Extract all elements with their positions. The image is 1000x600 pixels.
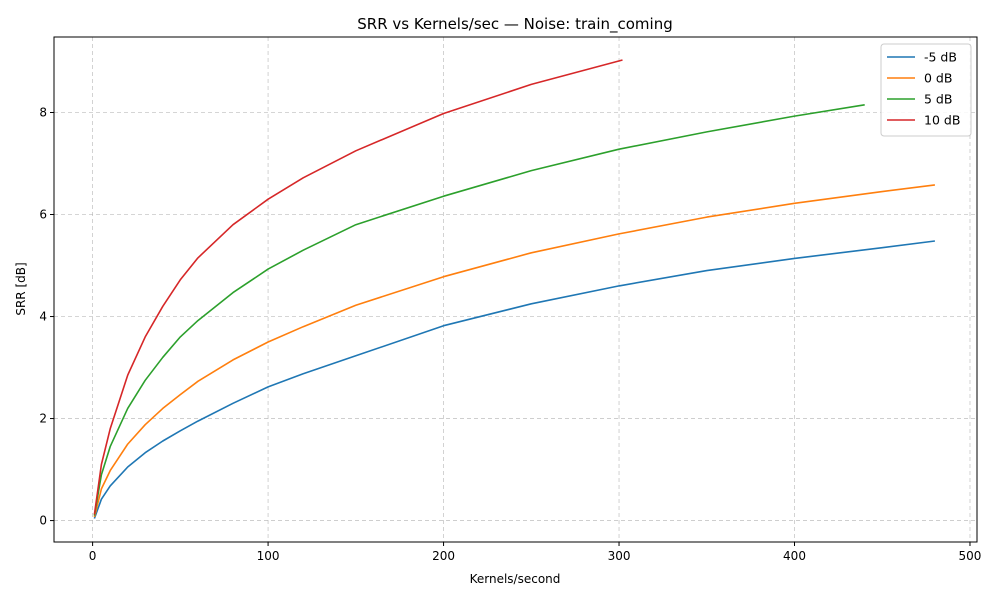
y-tick-label: 4	[39, 310, 47, 324]
legend-label: 10 dB	[924, 113, 960, 128]
x-tick-label: 300	[608, 549, 631, 563]
series-line	[93, 104, 865, 516]
y-axis-title: SRR [dB]	[14, 262, 28, 315]
x-tick-label: 200	[432, 549, 455, 563]
axis-ticks: 0 100 200 300 400 500 0 2 4 6 8	[39, 105, 981, 563]
y-tick-label: 8	[39, 105, 47, 119]
legend: -5 dB 0 dB 5 dB 10 dB	[880, 43, 972, 137]
series-lines	[93, 59, 936, 519]
legend-label: 0 dB	[924, 71, 952, 86]
x-tick-label: 400	[783, 549, 806, 563]
legend-label: -5 dB	[924, 50, 957, 65]
y-tick-label: 2	[39, 412, 47, 426]
x-tick-label: 0	[89, 549, 97, 563]
axes-frame	[53, 36, 978, 543]
x-axis-title: Kernels/second	[470, 572, 561, 586]
y-tick-label: 0	[39, 514, 47, 528]
legend-box	[880, 43, 972, 137]
series-line	[93, 59, 623, 515]
series-line	[93, 184, 936, 518]
x-tick-label: 500	[959, 549, 982, 563]
x-tick-label: 100	[257, 549, 280, 563]
chart-title: SRR vs Kernels/sec — Noise: train_coming	[357, 15, 673, 34]
legend-label: 5 dB	[924, 92, 952, 107]
series-line	[93, 240, 936, 519]
y-tick-label: 6	[39, 208, 47, 222]
